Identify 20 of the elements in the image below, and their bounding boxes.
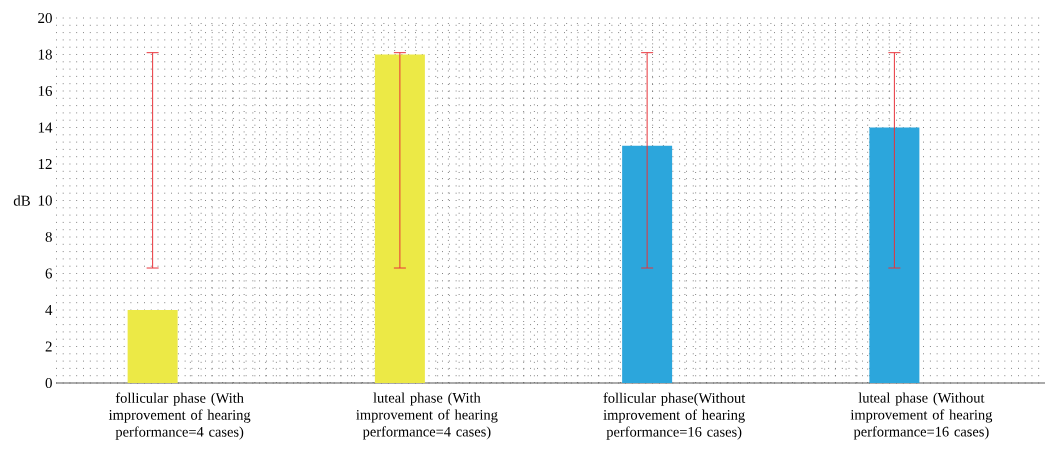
y-tick-label: 12 [38,159,52,169]
x-tick-label: luteal phase (Without improvement of hearing performance=16 cases) [850,392,993,440]
bar [127,310,178,383]
y-tick-label: 10 [38,195,52,206]
y-tick-label: 14 [38,122,53,133]
y-tick-label: 20 [38,12,52,24]
y-tick-label: 16 [38,85,53,97]
y-tick-label: 4 [45,305,53,315]
bar [374,54,425,383]
y-tick-label: 8 [45,231,52,243]
x-tick-label: follicular phase (With improvement of hearing performance=4 cases) [108,392,251,440]
bar [622,145,673,383]
bar [869,127,920,383]
y-tick-label: 18 [38,49,52,60]
y-tick-label: 6 [45,268,53,279]
y-axis-title: dB [13,195,30,206]
x-tick-label: luteal phase (With improvement of hearing performance=4 cases) [356,392,498,440]
y-tick-label: 2 [45,341,52,352]
y-tick-label: 0 [45,377,52,389]
x-tick-label: follicular phase(Without improvement of hearing performance=16 cases) [603,392,746,440]
